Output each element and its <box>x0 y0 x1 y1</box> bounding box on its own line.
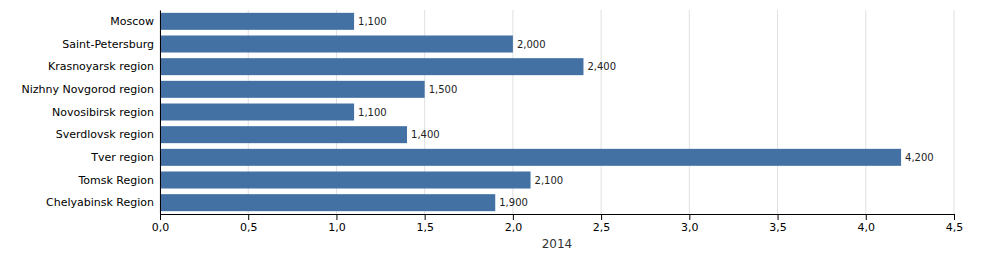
grid-line <box>601 10 602 214</box>
grid-line <box>865 10 866 214</box>
bar <box>160 81 425 98</box>
tick: 1,5 <box>416 214 434 234</box>
tick: 0,5 <box>240 214 258 234</box>
axis-line <box>160 11 161 215</box>
tick-label: Krasnoyarsk region <box>48 60 154 73</box>
bar <box>160 58 583 75</box>
bar <box>160 194 495 211</box>
tick-mark <box>513 214 514 220</box>
data-label: 4,200 <box>905 152 934 163</box>
tick: 3,0 <box>681 214 699 234</box>
data-label: 2,400 <box>587 61 616 72</box>
tick: Nizhny Novgorod region <box>22 83 154 96</box>
tick: Krasnoyarsk region <box>48 60 154 73</box>
bar <box>160 172 531 189</box>
tick: Tomsk Region <box>77 174 154 187</box>
tick: 4,0 <box>858 214 876 234</box>
tick: Sverdlovsk region <box>56 128 154 141</box>
data-label: 1,400 <box>411 129 440 140</box>
grid-line <box>689 10 690 214</box>
tick-mark <box>425 214 426 220</box>
tick-label: Tver region <box>90 151 154 164</box>
tick-label: Nizhny Novgorod region <box>22 83 154 96</box>
tick-label: Moscow <box>110 15 154 28</box>
tick-label: 2,0 <box>505 221 523 234</box>
bar <box>160 149 901 166</box>
bars <box>160 13 901 211</box>
tick: Saint-Petersburg <box>62 38 154 51</box>
tick-label: 4,0 <box>858 221 876 234</box>
tick-mark <box>954 214 955 220</box>
grid-line <box>954 10 955 214</box>
tick-mark <box>248 214 249 220</box>
data-labels: 1,900 2,100 4,200 1,400 1,100 1,500 2,400 2,000… <box>358 16 934 208</box>
grid-line <box>777 10 778 214</box>
tick: 3,5 <box>769 214 787 234</box>
tick-label: 4,5 <box>946 221 964 234</box>
tick-label: 0,5 <box>240 221 258 234</box>
data-label: 1,100 <box>358 107 387 118</box>
tick-mark <box>160 214 161 220</box>
grid-line <box>160 10 161 214</box>
tick-label: Sverdlovsk region <box>56 128 154 141</box>
bar <box>160 104 354 121</box>
tick: 0,0 <box>152 214 170 234</box>
tick: 4,5 <box>946 214 964 234</box>
tick-mark <box>778 214 779 220</box>
tick: Moscow <box>110 15 154 28</box>
tick: 2,0 <box>505 214 523 234</box>
tick: Tver region <box>90 151 154 164</box>
x-axis: 0,0 0,5 1,0 1,5 2,0 2,5 3,0 3,5 4,0 4,5 <box>152 214 964 234</box>
chart: 1,900 2,100 4,200 1,400 1,100 1,500 2,400 2,000… <box>0 0 994 254</box>
tick: 2,5 <box>593 214 611 234</box>
tick-label: 3,0 <box>681 221 699 234</box>
tick-label: Saint-Petersburg <box>62 38 154 51</box>
tick-label: 0,0 <box>152 221 170 234</box>
data-label: 2,100 <box>535 175 564 186</box>
data-label: 1,500 <box>429 84 458 95</box>
data-label: 1,100 <box>358 16 387 27</box>
tick-label: 2,5 <box>593 221 611 234</box>
tick-label: 1,0 <box>328 221 346 234</box>
tick-label: 1,5 <box>416 221 434 234</box>
tick-label: Chelyabinsk Region <box>46 196 154 209</box>
tick-label: Tomsk Region <box>77 174 154 187</box>
tick: Chelyabinsk Region <box>46 196 154 209</box>
tick-mark <box>601 214 602 220</box>
bar <box>160 13 354 30</box>
tick: 1,0 <box>328 214 346 234</box>
bar <box>160 126 407 143</box>
x-axis-title: 2014 <box>542 237 573 251</box>
axis-line <box>161 215 955 221</box>
y-axis: Chelyabinsk Region Tomsk Region Tver regio… <box>22 11 161 215</box>
tick-label: Novosibirsk region <box>52 106 154 119</box>
data-label: 2,000 <box>517 39 546 50</box>
tick-mark <box>689 214 690 220</box>
data-label: 1,900 <box>499 197 528 208</box>
bar <box>160 36 513 53</box>
tick-label: 3,5 <box>769 221 787 234</box>
tick: Novosibirsk region <box>52 106 154 119</box>
grid <box>160 10 954 214</box>
plot: 1,900 2,100 4,200 1,400 1,100 1,500 2,400 2,000… <box>22 10 964 234</box>
tick-mark <box>866 214 867 220</box>
tick-mark <box>336 214 337 220</box>
